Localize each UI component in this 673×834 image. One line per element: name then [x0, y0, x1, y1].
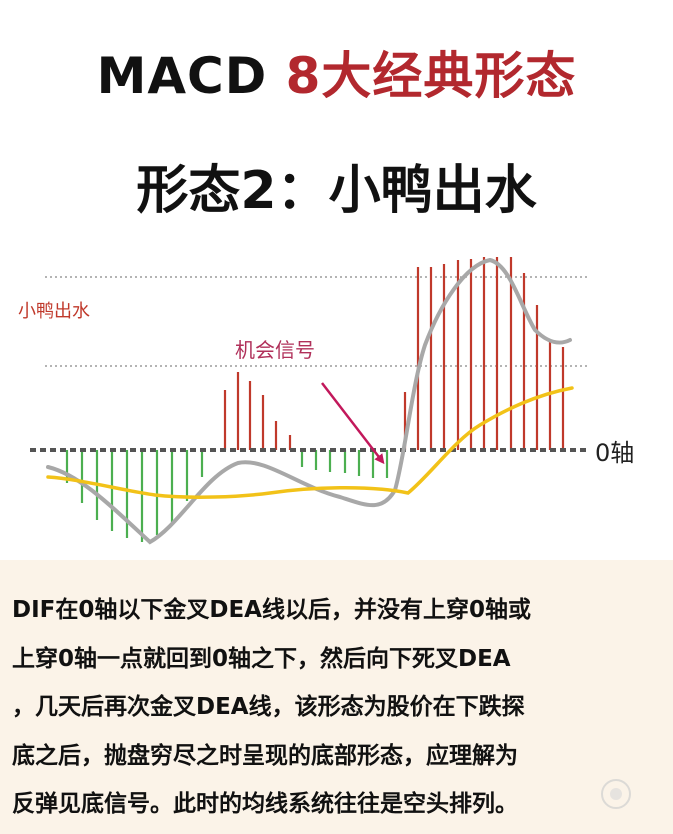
title-macd: MACD [96, 47, 268, 105]
macd-diagram: 小鸭出水 机会信号 0轴 [0, 235, 673, 560]
label-pattern-name: 小鸭出水 [18, 301, 90, 322]
macd-diagram-svg: 小鸭出水 机会信号 0轴 [18, 257, 634, 545]
description-panel: DIF在0轴以下金叉DEA线以后，并没有上穿0轴或 上穿0轴一点就回到0轴之下，… [0, 560, 673, 834]
label-opportunity-signal: 机会信号 [235, 338, 315, 362]
page-title: MACD 8大经典形态 [0, 36, 673, 108]
header: MACD 8大经典形态 形态2：小鸭出水 [0, 0, 673, 235]
dea-line [46, 386, 574, 499]
label-zero-axis: 0轴 [595, 439, 634, 467]
description-line: 上穿0轴一点就回到0轴之下，然后向下死叉DEA [12, 645, 511, 672]
description-line: ，几天后再次金叉DEA线，该形态为股价在下跌探 [12, 694, 525, 720]
description-line: 底之后，抛盘穷尽之时呈现的底部形态，应理解为 [12, 742, 518, 769]
page-subtitle: 形态2：小鸭出水 [136, 161, 537, 221]
description-text: DIF在0轴以下金叉DEA线以后，并没有上穿0轴或 上穿0轴一点就回到0轴之下，… [12, 586, 664, 829]
histogram-bars [65, 257, 565, 542]
watermark-logo-icon [601, 779, 631, 809]
description-line: DIF在0轴以下金叉DEA线以后，并没有上穿0轴或 [12, 597, 531, 623]
signal-arrow [321, 382, 385, 465]
title-eight-patterns: 8大经典形态 [285, 47, 577, 105]
description-line: 反弹见底信号。此时的均线系统往往是空头排列。 [12, 791, 518, 817]
